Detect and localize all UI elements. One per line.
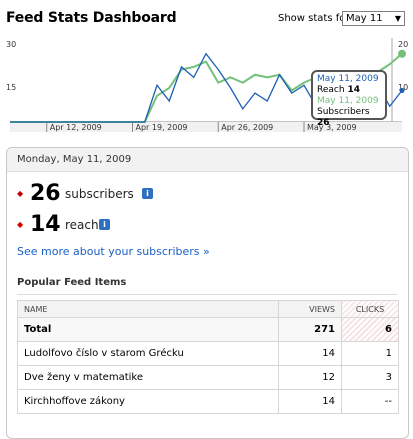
item-views: 271 bbox=[278, 317, 342, 342]
item-clicks: 1 bbox=[341, 341, 399, 366]
y-tick-label: 30 bbox=[6, 40, 16, 49]
x-tick-label: Apr 12, 2009 bbox=[50, 123, 102, 132]
tooltip-reach-value: 14 bbox=[347, 85, 360, 95]
item-clicks: 3 bbox=[341, 365, 399, 390]
tooltip-subscribers-label: Subscribers bbox=[317, 107, 370, 117]
tooltip-date-subscribers: May 11, 2009 bbox=[317, 96, 379, 106]
column-header-clicks[interactable]: CLICKS bbox=[341, 300, 399, 318]
chevron-down-icon[interactable]: ▼ bbox=[394, 14, 402, 23]
chart-tooltip: May 11, 2009 Reach 14 May 11, 2009 Subsc… bbox=[311, 70, 387, 128]
daily-summary-panel: Monday, May 11, 2009 ◆ 26 subscribers i … bbox=[6, 147, 409, 439]
x-tick-label: Apr 26, 2009 bbox=[221, 123, 273, 132]
stats-date-value: May 11 bbox=[346, 13, 383, 24]
y-tick-label-right: 20 bbox=[398, 40, 408, 49]
x-axis-band bbox=[10, 122, 402, 132]
x-tick-label: May 3, 2009 bbox=[307, 123, 357, 132]
tooltip-subscribers-value: 26 bbox=[317, 118, 330, 128]
diamond-bullet-icon: ◆ bbox=[17, 189, 24, 198]
table-row[interactable]: Ludolfovo číslo v starom Grécku 14 1 bbox=[17, 341, 399, 366]
table-header-row: NAME VIEWS CLICKS bbox=[17, 300, 399, 318]
item-views: 14 bbox=[278, 341, 342, 366]
table-row-total: Total 271 6 bbox=[17, 317, 399, 342]
column-header-name[interactable]: NAME bbox=[17, 300, 279, 318]
item-name: Ludolfovo číslo v starom Grécku bbox=[17, 341, 279, 366]
table-row[interactable]: Kirchhoffove zákony 14 -- bbox=[17, 389, 399, 414]
see-more-subscribers-link[interactable]: See more about your subscribers » bbox=[17, 245, 210, 258]
item-name: Total bbox=[17, 317, 279, 342]
item-clicks: 6 bbox=[341, 317, 399, 342]
tooltip-date-reach: May 11, 2009 bbox=[317, 74, 379, 84]
tooltip-subscribers: Subscribers 26 bbox=[317, 107, 381, 129]
subscribers-point[interactable] bbox=[398, 49, 406, 58]
page-title: Feed Stats Dashboard bbox=[6, 10, 177, 26]
item-clicks: -- bbox=[341, 389, 399, 414]
panel-date: Monday, May 11, 2009 bbox=[7, 148, 408, 172]
reach-point[interactable] bbox=[399, 88, 405, 93]
popular-feed-items-title: Popular Feed Items bbox=[17, 277, 127, 288]
x-ticks: Apr 12, 2009 Apr 19, 2009 Apr 26, 2009 May … bbox=[46, 122, 357, 132]
column-header-views[interactable]: VIEWS bbox=[278, 300, 342, 318]
diamond-bullet-icon: ◆ bbox=[17, 220, 24, 229]
stats-date-select[interactable]: May 11 ▼ bbox=[342, 11, 405, 26]
stats-chart[interactable]: 30 15 20 10 Apr 12, 2009 Apr 19, 2009 Apr … bbox=[0, 32, 413, 136]
tooltip-reach-label: Reach bbox=[317, 85, 345, 95]
y-tick-label-right: 10 bbox=[398, 83, 408, 92]
divider bbox=[17, 294, 397, 295]
tooltip-reach: Reach 14 bbox=[317, 85, 381, 96]
stats-for-label: Show stats for bbox=[278, 13, 350, 24]
reach-count: 14 bbox=[30, 212, 61, 237]
y-tick-label: 15 bbox=[6, 83, 16, 92]
popular-items-table: NAME VIEWS CLICKS Total 271 6 Ludolfovo … bbox=[17, 300, 399, 414]
subscribers-label: subscribers bbox=[65, 187, 134, 201]
item-name: Kirchhoffove zákony bbox=[17, 389, 279, 414]
reach-info-icon[interactable]: i bbox=[99, 219, 110, 230]
x-tick-label: Apr 19, 2009 bbox=[136, 123, 188, 132]
header-bar: Feed Stats Dashboard Show stats for May … bbox=[0, 0, 413, 32]
subscribers-info-icon[interactable]: i bbox=[142, 188, 153, 199]
item-views: 14 bbox=[278, 389, 342, 414]
item-views: 12 bbox=[278, 365, 342, 390]
item-name: Dve ženy v matematike bbox=[17, 365, 279, 390]
subscribers-count: 26 bbox=[30, 181, 61, 206]
table-row[interactable]: Dve ženy v matematike 12 3 bbox=[17, 365, 399, 390]
reach-label: reach bbox=[65, 218, 99, 232]
